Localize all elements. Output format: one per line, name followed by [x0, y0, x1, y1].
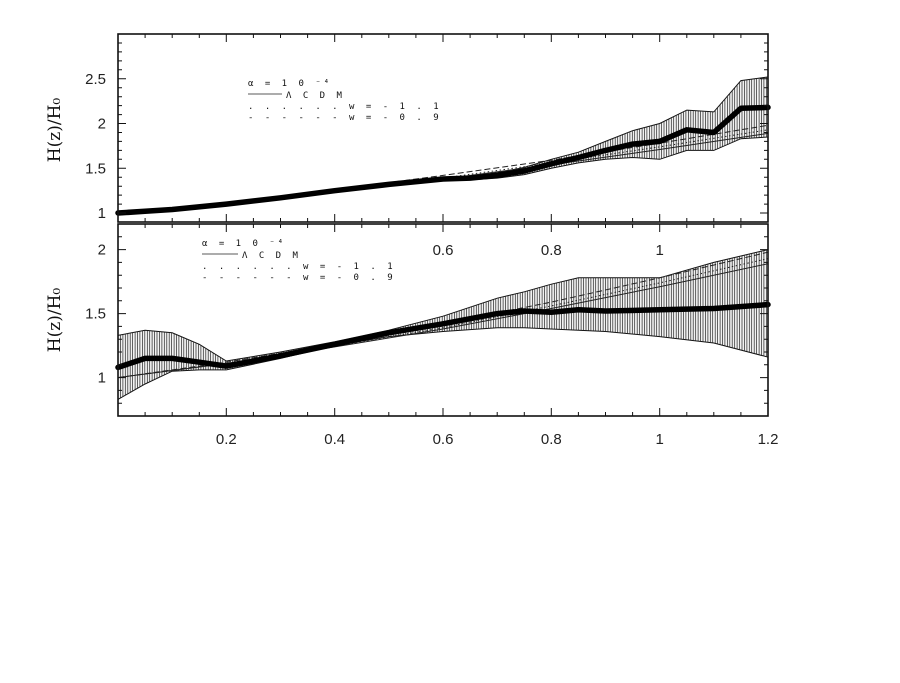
- legend-entry: . . . . . . w = - 1 . 1: [202, 262, 396, 272]
- tick-marks: [118, 224, 768, 417]
- x-tick-label: 0.4: [324, 431, 345, 448]
- legend-entry: - - - - - - w = - 0 . 9: [202, 273, 396, 283]
- tick-marks: [118, 34, 768, 223]
- legend-header: α = 1 0 ⁻⁴: [202, 239, 286, 249]
- x-tick-label: 0.2: [216, 431, 237, 448]
- ylabel-top: H(z)/H₀: [45, 98, 65, 163]
- panel-bottom: 0.2 0.4 0.6 0.8 1 1.2 1 1.5 2 α = 1 0 ⁻⁴ Λ C D M.…: [45, 223, 778, 448]
- ticks-top: 0.6 0.8 1 1 1.5 2 2.5: [85, 34, 768, 259]
- legend-entry: - - - - - - w = - 0 . 9: [248, 113, 442, 123]
- y-tick-label: 2.5: [85, 71, 106, 88]
- lines-top: [115, 104, 771, 216]
- legend-entry: Λ C D M: [242, 251, 301, 261]
- series-line-reconstruction-thick: [115, 301, 771, 371]
- y-tick-label: 1.5: [85, 160, 106, 177]
- legend-header: α = 1 0 ⁻⁴: [248, 79, 332, 89]
- lines-bottom: [115, 251, 771, 379]
- panel-top: 0.6 0.8 111.522.5 α = 1 0 ⁻⁴Λ C D M. . . .…: [45, 33, 771, 259]
- y-tick-label: 1: [98, 205, 106, 222]
- legend-top: α = 1 0 ⁻⁴ Λ C D M. . . . . . w = - 1 . 1…: [248, 79, 442, 123]
- y-tick-label: 2: [98, 242, 106, 259]
- y-tick-label: 1: [98, 370, 106, 387]
- y-tick-label: 1.5: [85, 306, 106, 323]
- x-tick-label: 0.6: [433, 242, 454, 259]
- y-tick-label: 2: [98, 116, 106, 133]
- legend-bottom: α = 1 0 ⁻⁴ Λ C D M. . . . . . w = - 1 . 1…: [202, 239, 396, 283]
- legend-entry: Λ C D M: [286, 91, 345, 101]
- series-line-reconstruction-thick: [115, 104, 771, 216]
- x-tick-label: 0.8: [541, 431, 562, 448]
- x-tick-label: 0.8: [541, 242, 562, 259]
- legend-entry: . . . . . . w = - 1 . 1: [248, 102, 442, 112]
- x-tick-label: 1: [655, 242, 663, 259]
- ylabel-bottom: H(z)/H₀: [45, 288, 65, 353]
- ticks-bottom: 0.2 0.4 0.6 0.8 1 1.2 1 1.5 2: [85, 224, 778, 448]
- x-tick-label: 0.6: [433, 431, 454, 448]
- x-tick-label: 1: [655, 431, 663, 448]
- x-tick-label: 1.2: [758, 431, 779, 448]
